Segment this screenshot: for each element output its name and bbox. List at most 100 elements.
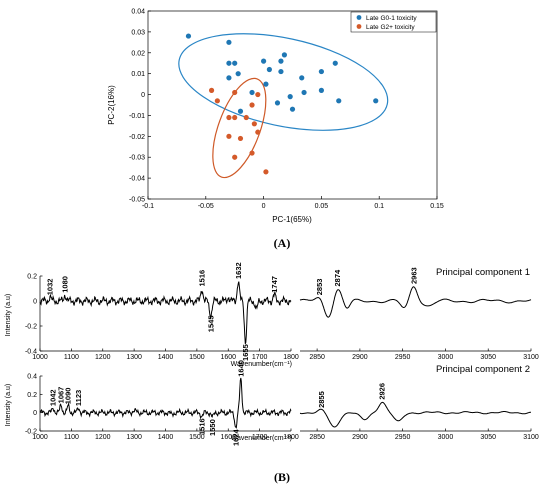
x-tick-label: 1600 xyxy=(220,434,236,441)
peak-label: 2855 xyxy=(317,391,326,408)
scatter-y-tick-label: -0.01 xyxy=(129,113,145,120)
peak-label: 1032 xyxy=(46,279,55,296)
ellipse-g01 xyxy=(178,33,389,131)
peak-label: 1640 xyxy=(236,360,245,377)
point-g01 xyxy=(266,66,272,73)
x-tick-label: 1700 xyxy=(252,354,268,361)
peak-label: 1042 xyxy=(49,389,58,406)
x-tick-label: 2950 xyxy=(395,434,411,441)
spectrum-trace xyxy=(299,286,532,318)
peak-label: 1516 xyxy=(197,418,206,435)
x-tick-label: 1800 xyxy=(283,434,299,441)
spectrum-trace xyxy=(39,377,292,429)
x-tick-label: 1500 xyxy=(189,354,205,361)
scatter-y-tick-label: 0.01 xyxy=(131,71,145,78)
scatter-y-tick-label: 0.03 xyxy=(131,29,145,36)
point-g2 xyxy=(255,129,261,135)
peak-label: 1090 xyxy=(64,388,73,405)
x-tick-label: 1400 xyxy=(158,434,174,441)
point-g01 xyxy=(287,94,293,100)
scatter-x-tick-label: -0.1 xyxy=(142,203,154,210)
pc1-x-label: Wavenumber(cm⁻¹) xyxy=(231,361,292,368)
scatter-y-label: PC-2(16%) xyxy=(107,85,116,125)
peak-label: 2874 xyxy=(333,269,342,287)
pc2-high-wavenumber-axes: 2850 2900 2950 3000 3050 3100 2855 2926 xyxy=(299,383,539,441)
point-g01 xyxy=(336,98,342,104)
point-g2 xyxy=(243,114,249,121)
point-g01 xyxy=(318,68,324,75)
scatter-points xyxy=(185,33,379,175)
x-tick-label: 1300 xyxy=(126,434,142,441)
pc1-spectrum-plots: Principal component 1 Intensity (a.u) Wa… xyxy=(5,262,539,368)
x-tick-label: 2950 xyxy=(395,354,411,361)
point-g01 xyxy=(185,33,192,39)
pc2-spectrum-plots: Principal component 2 Intensity (a.u) Wa… xyxy=(5,360,539,446)
y-tick-label: 0.2 xyxy=(27,274,37,281)
x-tick-label: 3100 xyxy=(523,354,539,361)
scatter-y-tick-label: 0.02 xyxy=(131,50,145,57)
scatter-x-tick-label: -0.05 xyxy=(198,203,214,210)
legend-marker-g01 xyxy=(356,15,362,20)
point-g01 xyxy=(263,81,269,87)
point-g2 xyxy=(263,169,269,175)
x-tick-label: 1700 xyxy=(252,434,268,441)
peak-label: 2853 xyxy=(315,279,324,296)
point-g2 xyxy=(249,102,255,108)
pca-scatter-plot: -0.1 -0.05 0 0.05 0.1 0.15 0.040.030.020.010-… xyxy=(107,9,444,251)
peak-label: 2963 xyxy=(409,267,418,284)
peak-label: 1747 xyxy=(270,276,279,293)
scatter-y-tick-label: -0.04 xyxy=(129,176,145,183)
point-g01 xyxy=(332,60,338,66)
point-g01 xyxy=(226,60,232,66)
legend-label-g2: Late G2+ toxicity xyxy=(366,24,415,31)
x-tick-label: 1400 xyxy=(158,354,174,361)
legend-box xyxy=(350,11,437,33)
scatter-ellipses xyxy=(178,33,389,179)
peak-label: 1632 xyxy=(234,262,243,279)
point-g01 xyxy=(261,58,267,64)
x-tick-label: 1100 xyxy=(64,354,79,361)
spectrum-trace xyxy=(299,401,531,428)
spectrum-trace xyxy=(39,281,292,344)
x-tick-label: 2900 xyxy=(352,354,368,361)
pc2-y-label: Intensity (a.u) xyxy=(5,384,12,426)
point-g2 xyxy=(208,87,215,93)
x-tick-label: 1100 xyxy=(64,434,79,441)
legend-label-g01: Late G0-1 toxicity xyxy=(366,15,417,22)
point-g01 xyxy=(226,39,232,45)
x-tick-label: 1000 xyxy=(32,354,48,361)
point-g01 xyxy=(289,106,296,112)
y-tick-label: -0.4 xyxy=(25,349,37,356)
y-tick-label: -0.2 xyxy=(25,324,37,331)
panel-label-a: (A) xyxy=(274,236,291,250)
point-g2 xyxy=(249,150,255,156)
peak-label: 1624 xyxy=(231,429,240,447)
point-g01 xyxy=(226,75,232,81)
legend-marker-g2 xyxy=(356,24,362,29)
point-g2 xyxy=(232,154,238,160)
panel-label-b: (B) xyxy=(274,470,290,484)
peak-label: 1545 xyxy=(206,316,215,333)
scatter-y-tick-label: 0 xyxy=(141,92,145,99)
peak-label: 2926 xyxy=(378,383,387,400)
pc2-title: Principal component 2 xyxy=(436,364,530,375)
point-g01 xyxy=(299,75,305,81)
scatter-y-tick-label: -0.05 xyxy=(129,197,145,204)
scatter-y-tick-label: -0.02 xyxy=(129,134,145,141)
point-g01 xyxy=(237,108,244,114)
x-tick-label: 3050 xyxy=(480,434,496,441)
y-tick-label: 0.4 xyxy=(27,374,37,381)
pc2-x-label: Wavenumber(cm⁻¹) xyxy=(231,435,292,442)
point-g2 xyxy=(237,135,244,142)
y-tick-label: 0 xyxy=(33,410,37,417)
x-tick-label: 3000 xyxy=(438,354,454,361)
scatter-x-tick-label: 0 xyxy=(262,203,266,210)
scatter-y-tick-label: 0.04 xyxy=(131,9,145,16)
point-g01 xyxy=(373,98,379,104)
scatter-y-tick-label: -0.03 xyxy=(129,155,145,162)
scatter-axes-frame xyxy=(147,10,438,200)
point-g2 xyxy=(214,98,220,104)
peak-label: 1123 xyxy=(74,390,83,406)
x-tick-label: 3100 xyxy=(523,434,539,441)
